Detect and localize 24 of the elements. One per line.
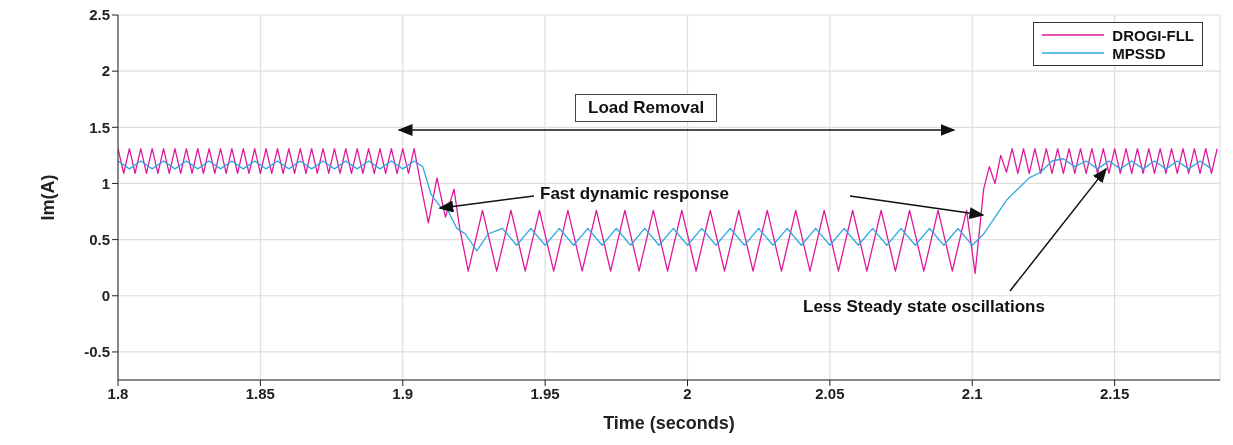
y-tick-label: 0 bbox=[101, 287, 110, 305]
x-tick-label: 2.05 bbox=[815, 384, 845, 402]
y-tick-label: 1.5 bbox=[89, 118, 110, 136]
x-tick-label: 1.85 bbox=[245, 384, 275, 402]
x-tick-label: 1.95 bbox=[530, 384, 560, 402]
annotation: Fast dynamic response bbox=[540, 184, 729, 204]
x-axis-title: Time (seconds) bbox=[603, 413, 735, 433]
y-tick-label: 1 bbox=[101, 174, 110, 192]
y-tick-label: 2.5 bbox=[89, 6, 110, 24]
legend-label: DROGI-FLL bbox=[1112, 26, 1194, 44]
annotation: Load Removal bbox=[575, 94, 718, 122]
line-series bbox=[118, 148, 1218, 274]
x-tick-label: 2.1 bbox=[961, 384, 983, 402]
y-tick-label: -0.5 bbox=[84, 343, 110, 361]
legend-label: MPSSD bbox=[1112, 44, 1166, 62]
y-tick-label: 2 bbox=[101, 62, 110, 80]
x-tick-label: 1.9 bbox=[392, 384, 414, 402]
x-tick-label: 2 bbox=[683, 384, 692, 402]
x-tick-label: 1.8 bbox=[107, 384, 129, 402]
x-tick-label: 2.15 bbox=[1100, 384, 1130, 402]
annotation: Less Steady state oscillations bbox=[803, 297, 1045, 317]
line-series bbox=[118, 158, 1213, 252]
y-axis-title: Im(A) bbox=[38, 174, 59, 221]
y-tick-label: 0.5 bbox=[89, 230, 110, 248]
